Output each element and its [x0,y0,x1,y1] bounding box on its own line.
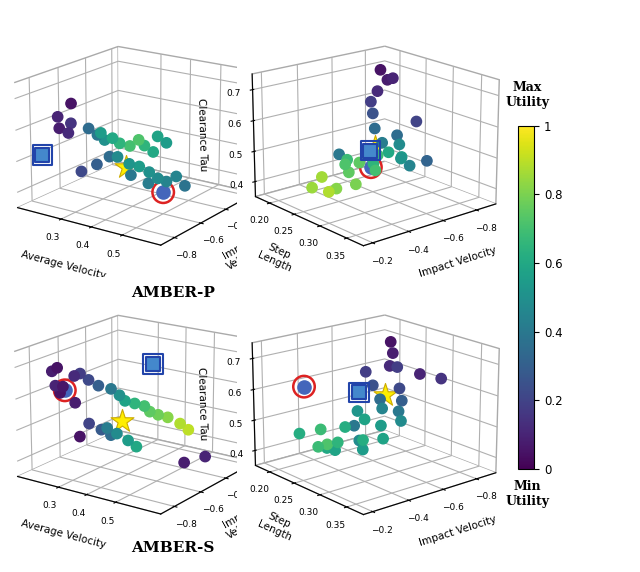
Text: Max
Utility: Max Utility [506,81,549,109]
Y-axis label: Impact
Velocity: Impact Velocity [220,503,266,541]
Text: AMBER-S: AMBER-S [131,541,214,555]
X-axis label: Average Velocity: Average Velocity [20,518,107,550]
Y-axis label: Step
Length: Step Length [255,239,298,274]
Text: AMBER-P: AMBER-P [131,286,215,300]
X-axis label: Average Velocity: Average Velocity [20,249,107,281]
Y-axis label: Step
Length: Step Length [255,508,298,543]
X-axis label: Impact Velocity: Impact Velocity [419,246,498,280]
X-axis label: Impact Velocity: Impact Velocity [419,515,498,549]
Text: Min
Utility: Min Utility [506,480,549,509]
Y-axis label: Impact
Velocity: Impact Velocity [220,234,266,272]
